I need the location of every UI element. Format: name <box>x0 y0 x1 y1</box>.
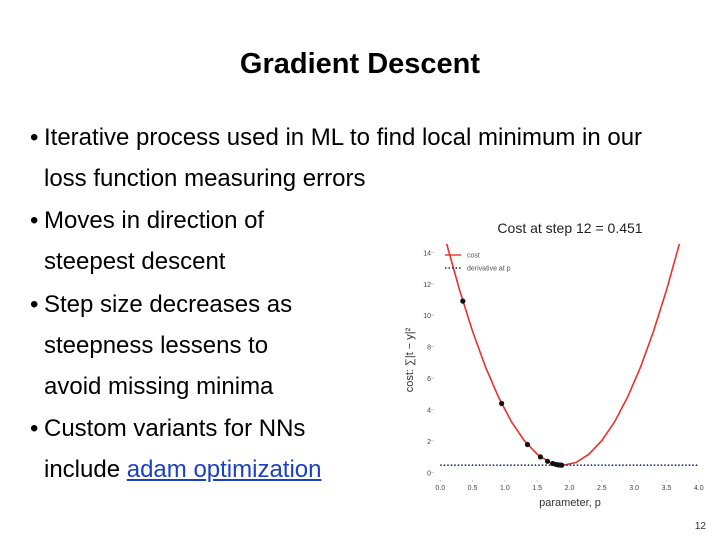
y-tick-label: 0 <box>427 470 431 477</box>
y-axis-label: cost: ∑|t − y|² <box>404 327 416 392</box>
step-point <box>499 400 505 407</box>
y-tick-label: 12 <box>423 282 431 289</box>
step-point <box>544 458 551 464</box>
x-tick-label: 3.0 <box>629 485 639 492</box>
x-tick-label: 0.5 <box>468 485 478 492</box>
x-tick-label: 3.5 <box>662 485 672 492</box>
step-point <box>460 298 466 304</box>
bullet: Custom variants for NNs include adam opt… <box>22 408 329 490</box>
x-tick-label: 2.5 <box>597 485 607 492</box>
bullet: Step size decreases as steepness lessens… <box>22 284 329 407</box>
bullet: Moves in direction of steepest descent <box>22 200 324 282</box>
x-tick-label: 2.0 <box>565 485 575 492</box>
link[interactable]: adam optimization <box>126 456 322 483</box>
legend-label: cost <box>467 253 480 260</box>
step-point <box>559 462 565 468</box>
y-tick-label: 10 <box>423 313 431 320</box>
bullet-text: Custom variants for NNs include <box>44 415 306 483</box>
y-tick-label: 2 <box>427 439 431 446</box>
bullet: Iterative process used in ML to find loc… <box>22 117 654 199</box>
step-point <box>537 454 544 460</box>
legend-label: derivative at p <box>467 266 511 273</box>
x-tick-label: 0.0 <box>435 485 445 492</box>
series-line <box>445 243 681 467</box>
slide-title: Gradient Descent <box>239 48 481 80</box>
x-tick-label: 1.0 <box>500 485 510 492</box>
y-tick-label: 8 <box>427 345 431 352</box>
x-tick-label: 4.0 <box>694 485 704 492</box>
plot-area <box>440 243 699 468</box>
y-tick-label: 4 <box>427 407 431 414</box>
page-number: 12 <box>694 521 706 532</box>
x-axis-label: parameter, p <box>539 497 601 509</box>
chart: Cost at step 12 = 0.451 cost: ∑|t − y|² … <box>404 220 704 509</box>
y-tick-label: 14 <box>423 250 431 257</box>
chart-title: Cost at step 12 = 0.451 <box>497 220 642 236</box>
x-tick-label: 1.5 <box>532 485 542 492</box>
step-point <box>524 441 531 448</box>
y-tick-label: 6 <box>427 376 431 383</box>
